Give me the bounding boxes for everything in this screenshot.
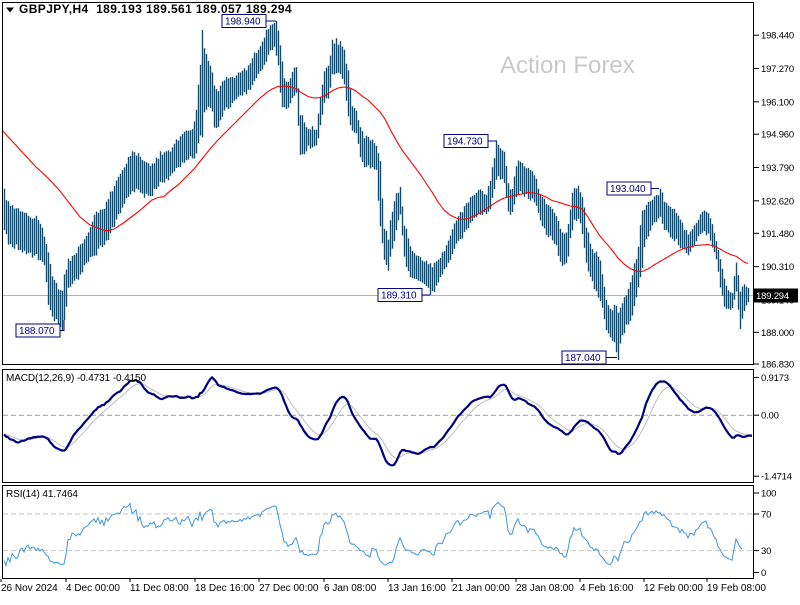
svg-text:11 Dec 08:00: 11 Dec 08:00 <box>130 583 189 594</box>
svg-text:GBPJPY,H4 189.193 189.561 189: GBPJPY,H4 189.193 189.561 189.057 189.29… <box>19 2 292 16</box>
svg-text:12 Feb 00:00: 12 Feb 00:00 <box>644 583 703 594</box>
svg-text:-1.4714: -1.4714 <box>761 472 792 483</box>
svg-text:70: 70 <box>761 510 771 521</box>
svg-text:188.000: 188.000 <box>761 328 794 339</box>
svg-text:28 Jan 08:00: 28 Jan 08:00 <box>516 583 574 594</box>
svg-text:196.100: 196.100 <box>761 97 794 108</box>
svg-text:RSI(14) 41.7464: RSI(14) 41.7464 <box>6 489 78 500</box>
svg-text:30: 30 <box>761 546 771 557</box>
svg-text:0.9173: 0.9173 <box>761 373 789 384</box>
svg-text:191.480: 191.480 <box>761 229 794 240</box>
svg-text:0: 0 <box>761 568 766 579</box>
svg-text:187.040: 187.040 <box>565 353 601 364</box>
svg-text:192.620: 192.620 <box>761 196 794 207</box>
svg-text:21 Jan 00:00: 21 Jan 00:00 <box>452 583 510 594</box>
svg-text:27 Dec 00:00: 27 Dec 00:00 <box>259 583 319 594</box>
svg-text:6 Jan 08:00: 6 Jan 08:00 <box>324 583 377 594</box>
svg-text:MACD(12,26,9) -0.4731 -0.4150: MACD(12,26,9) -0.4731 -0.4150 <box>6 373 146 384</box>
svg-text:189.310: 189.310 <box>381 291 417 302</box>
svg-text:188.070: 188.070 <box>19 326 55 337</box>
svg-text:190.310: 190.310 <box>761 262 794 273</box>
svg-text:100: 100 <box>761 489 776 500</box>
svg-text:13 Jan 16:00: 13 Jan 16:00 <box>388 583 446 594</box>
svg-text:193.790: 193.790 <box>761 163 794 174</box>
svg-text:194.730: 194.730 <box>447 137 483 148</box>
svg-text:194.960: 194.960 <box>761 130 794 141</box>
svg-text:197.270: 197.270 <box>761 64 794 75</box>
svg-text:186.830: 186.830 <box>761 360 794 371</box>
svg-text:198.440: 198.440 <box>761 31 794 42</box>
svg-text:4 Feb 16:00: 4 Feb 16:00 <box>580 583 634 594</box>
svg-text:26 Nov 2024: 26 Nov 2024 <box>1 583 58 594</box>
svg-text:193.040: 193.040 <box>610 184 646 195</box>
svg-text:198.940: 198.940 <box>225 17 261 28</box>
svg-text:0.00: 0.00 <box>761 411 779 422</box>
svg-text:18 Dec 16:00: 18 Dec 16:00 <box>195 583 255 594</box>
svg-text:19 Feb 08:00: 19 Feb 08:00 <box>707 583 766 594</box>
svg-text:189.294: 189.294 <box>756 291 789 302</box>
svg-text:Action Forex: Action Forex <box>500 52 635 79</box>
svg-text:4 Dec 00:00: 4 Dec 00:00 <box>66 583 120 594</box>
